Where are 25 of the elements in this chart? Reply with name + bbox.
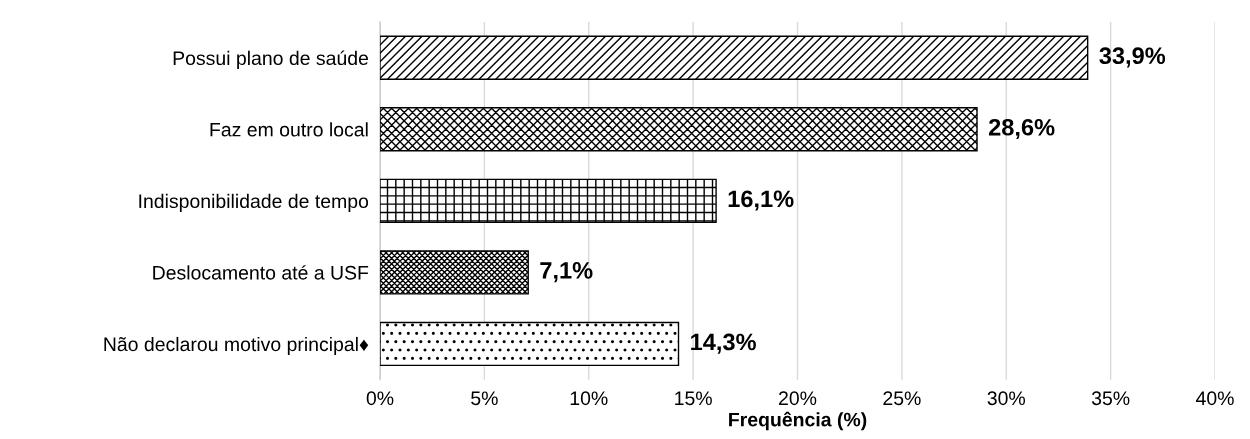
x-tick-label: 5% — [471, 391, 498, 406]
bar — [380, 178, 717, 224]
x-tick-label: 0% — [366, 391, 394, 406]
bar — [380, 321, 680, 367]
data-label: 28,6% — [988, 118, 1055, 140]
bar — [380, 250, 529, 295]
y-tick-label: Não declarou motivo principal♦ — [104, 336, 369, 356]
y-tick-label: Indisponibilidade de tempo — [139, 193, 369, 212]
y-tick-label: Possui plano de saúde — [173, 50, 369, 69]
y-tick-label: Faz em outro local — [210, 122, 368, 137]
data-label: 33,9% — [1099, 47, 1166, 68]
x-tick-label: 25% — [883, 391, 921, 406]
y-tick-label: Deslocamento até a USF — [153, 265, 369, 280]
bar — [380, 107, 978, 152]
data-label: 16,1% — [728, 190, 794, 211]
x-tick-label: 10% — [570, 391, 608, 406]
x-tick-label: 40% — [1195, 391, 1234, 406]
x-axis-title: Frequência (%) — [729, 411, 867, 431]
data-label: 7,1% — [540, 262, 593, 283]
x-tick-label: 15% — [675, 391, 712, 406]
x-tick-label: 30% — [987, 391, 1026, 406]
x-tick-label: 20% — [779, 391, 817, 406]
x-tick-label: 35% — [1091, 391, 1130, 406]
data-label: 14,3% — [691, 333, 756, 354]
bar — [380, 35, 1089, 80]
